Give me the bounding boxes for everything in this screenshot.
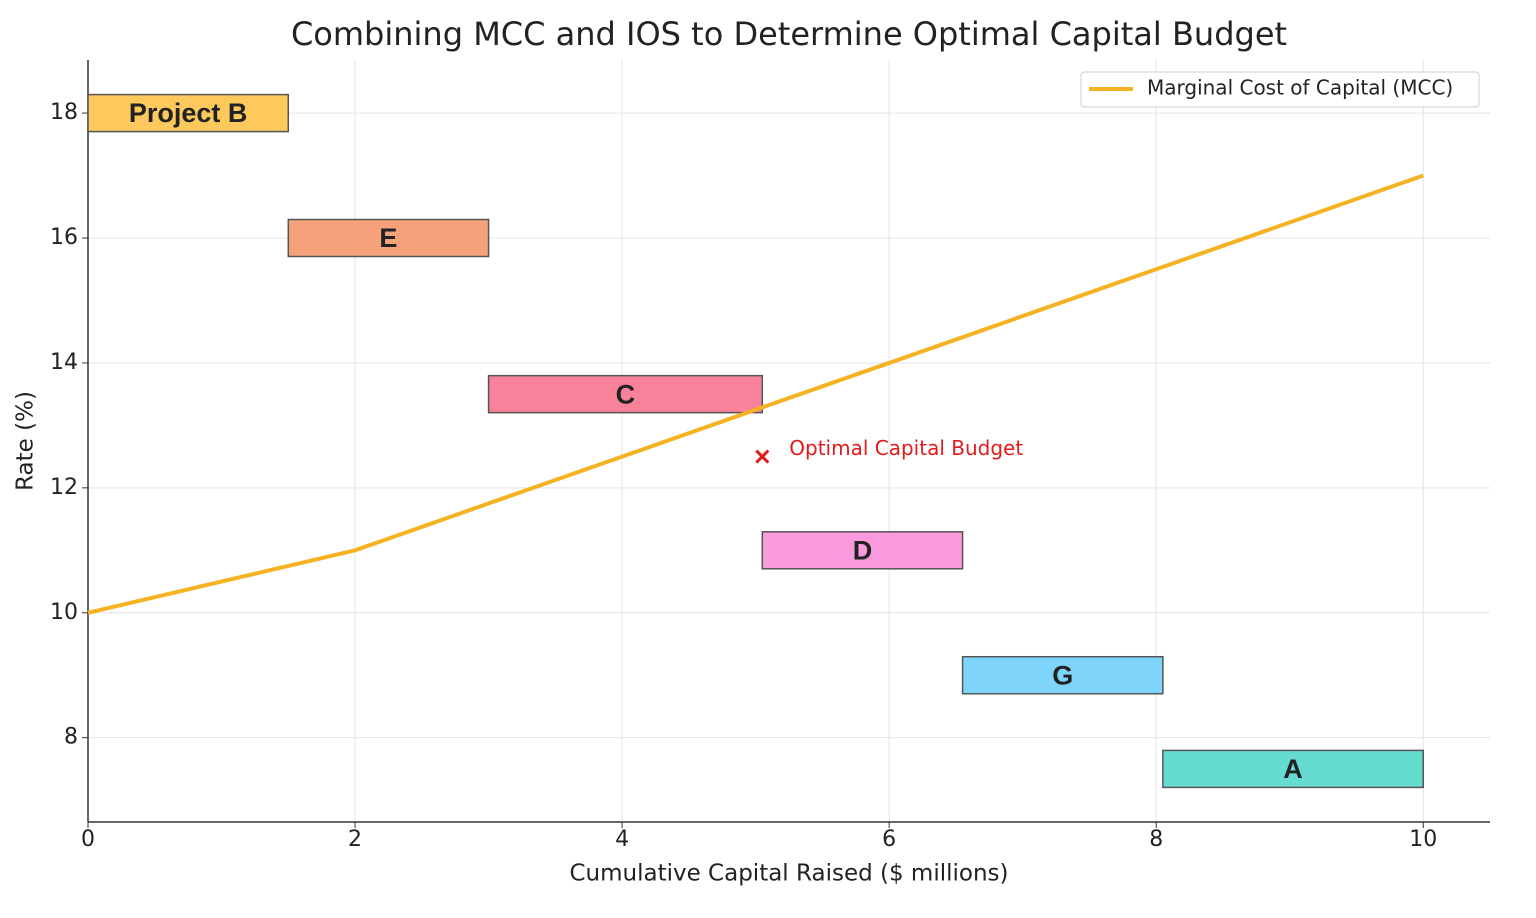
- bar-label: E: [379, 223, 397, 253]
- bar-label: A: [1283, 754, 1303, 784]
- y-tick-label: 16: [50, 225, 78, 250]
- ios-bar: [961, 655, 1164, 695]
- y-tick-label: 8: [64, 725, 78, 750]
- y-tick-label: 10: [50, 600, 78, 625]
- bar-label: Project B: [129, 98, 248, 128]
- y-tick-label: 14: [50, 350, 78, 375]
- x-tick-label: 10: [1409, 827, 1437, 852]
- annotation-text: Optimal Capital Budget: [789, 436, 1023, 460]
- optimal-marker: [755, 449, 770, 464]
- ios-bar: [1162, 749, 1424, 789]
- bar-label: G: [1052, 660, 1073, 690]
- bar-label: D: [853, 535, 873, 565]
- mcc-line: [87, 173, 1424, 615]
- x-tick-label: 4: [615, 827, 629, 852]
- x-tick-label: 2: [348, 827, 362, 852]
- x-tick-label: 6: [882, 827, 896, 852]
- y-tick-label: 18: [50, 100, 78, 125]
- ios-bar: [87, 93, 290, 133]
- x-tick-label: 8: [1149, 827, 1163, 852]
- ios-bar: [761, 531, 964, 570]
- bar-label: C: [616, 379, 636, 409]
- x-axis-label: Cumulative Capital Raised ($ millions): [569, 861, 1008, 887]
- y-axis-label: Rate (%): [13, 391, 39, 491]
- legend-box: [1080, 71, 1480, 108]
- ios-bar: [487, 374, 764, 414]
- chart-title: Combining MCC and IOS to Determine Optim…: [291, 15, 1287, 53]
- legend-label: Marginal Cost of Capital (MCC): [1147, 76, 1453, 100]
- marker-stroke: [755, 449, 770, 464]
- ios-bar: [287, 218, 490, 258]
- x-tick-label: 0: [81, 827, 95, 852]
- y-tick-label: 12: [50, 475, 78, 500]
